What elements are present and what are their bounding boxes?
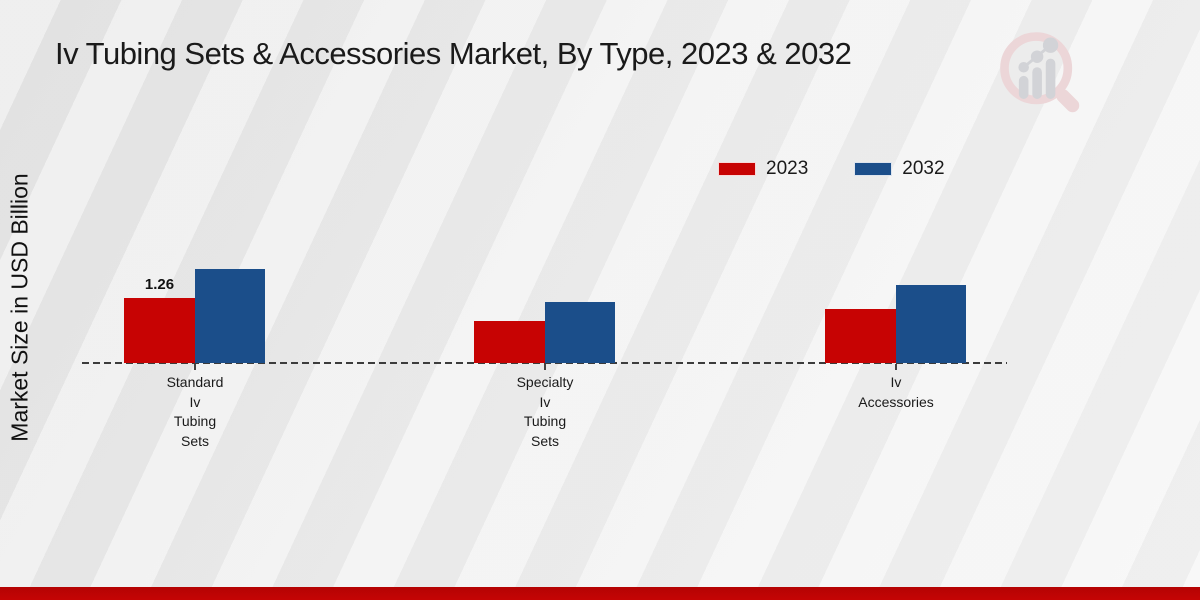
legend-swatch-2023: [718, 162, 756, 176]
category-label-line: Sets: [530, 432, 559, 449]
category-label-standard-iv-tubing-sets: Standard Iv Tubing Sets: [115, 373, 275, 451]
category-label-line: Specialty: [516, 374, 574, 390]
legend-swatch-2032: [854, 162, 893, 176]
bar-2023-standard-iv-tubing-sets: [124, 298, 195, 363]
category-label-line: Iv: [890, 374, 902, 390]
footer-red-bar: [0, 587, 1200, 600]
category-label-line: Accessories: [858, 393, 934, 410]
category-label-line: Iv: [189, 393, 201, 410]
legend-label-2023: 2023: [766, 158, 809, 179]
chart-title: Iv Tubing Sets & Accessories Market, By …: [55, 36, 852, 71]
legend-label-2032: 2032: [902, 158, 945, 179]
category-label-line: Standard: [166, 374, 224, 390]
category-label-line: Tubing: [523, 413, 567, 429]
x-axis-baseline: [82, 362, 1007, 364]
x-axis-tick-standard-iv-tubing-sets: [194, 364, 196, 370]
category-label-specialty-iv-tubing-sets: Specialty Iv Tubing Sets: [465, 373, 625, 451]
category-label-line: Iv: [539, 393, 551, 410]
magnifier-bar-chart-watermark-icon: [992, 26, 1088, 122]
legend-item-2023: 2023: [718, 158, 808, 180]
bar-2023-iv-accessories: [825, 309, 896, 363]
category-label-line: Tubing: [173, 413, 217, 429]
x-axis-tick-iv-accessories: [895, 364, 897, 370]
legend: 2023 2032: [718, 158, 945, 180]
bar-2023-specialty-iv-tubing-sets: [474, 321, 545, 363]
x-axis-tick-specialty-iv-tubing-sets: [544, 364, 546, 370]
bar-2032-standard-iv-tubing-sets: [195, 269, 265, 363]
bar-2032-iv-accessories: [896, 285, 966, 363]
category-label-line: Sets: [180, 432, 209, 449]
bar-2032-specialty-iv-tubing-sets: [545, 302, 615, 363]
category-label-iv-accessories: Iv Accessories: [816, 373, 976, 412]
legend-item-2032: 2032: [854, 158, 945, 180]
bar-value-label-2023-standard-iv-tubing-sets: 1.26: [144, 276, 175, 293]
